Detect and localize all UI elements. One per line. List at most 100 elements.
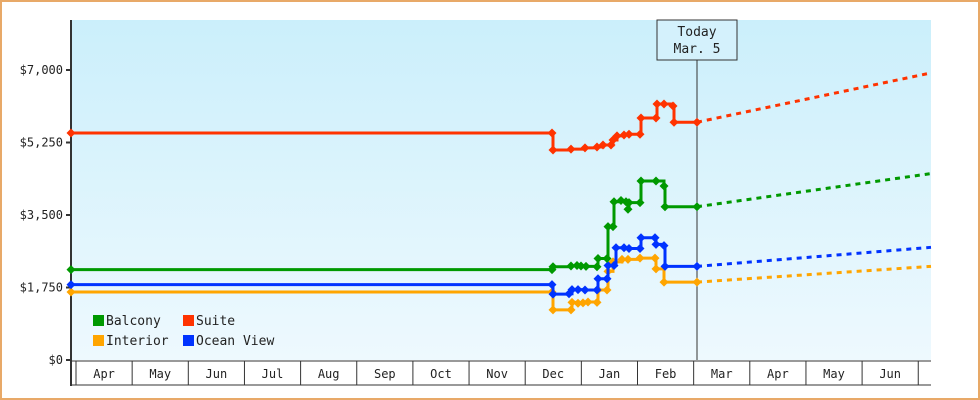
data-point-marker[interactable] xyxy=(602,254,612,263)
data-point-marker[interactable] xyxy=(567,285,577,295)
month-label: Oct xyxy=(430,367,452,381)
data-point-marker[interactable] xyxy=(660,202,670,212)
month-label: Dec xyxy=(542,367,564,381)
data-point-marker[interactable] xyxy=(602,285,612,295)
data-point-marker[interactable] xyxy=(66,280,76,290)
month-label: Jun xyxy=(879,367,901,381)
month-label: Nov xyxy=(486,367,508,381)
data-point-marker[interactable] xyxy=(652,99,662,109)
month-label: Jun xyxy=(206,367,228,381)
data-point-marker[interactable] xyxy=(598,140,608,150)
month-label: Jan xyxy=(599,367,621,381)
y-tick-label: $7,000 xyxy=(20,63,63,77)
data-point-marker[interactable] xyxy=(636,113,646,123)
data-point-marker[interactable] xyxy=(635,129,645,139)
y-axis: $0 $1,750 $3,500 $5,250 $7,000 xyxy=(20,20,72,386)
data-point-marker[interactable] xyxy=(623,204,633,214)
data-point-marker[interactable] xyxy=(623,254,633,264)
series-balcony xyxy=(66,172,932,275)
data-point-marker[interactable] xyxy=(608,222,618,232)
data-point-marker[interactable] xyxy=(651,239,661,249)
data-point-marker[interactable] xyxy=(548,289,558,299)
series-ocean-view xyxy=(66,233,932,299)
data-point-marker[interactable] xyxy=(659,241,669,251)
data-point-marker[interactable] xyxy=(592,297,602,307)
legend-label: Suite xyxy=(196,314,235,329)
x-axis-months: Apr May Jun Jul Aug Sep Oct Nov Dec Jan Feb Mar Apr M… xyxy=(70,360,931,386)
legend-swatch-suite xyxy=(183,315,194,326)
data-point-marker[interactable] xyxy=(603,261,613,271)
y-tick-label: $3,500 xyxy=(20,208,63,222)
month-label: May xyxy=(823,367,845,381)
data-point-marker[interactable] xyxy=(668,101,678,111)
data-point-marker[interactable] xyxy=(573,285,583,295)
month-label: Feb xyxy=(655,367,677,381)
today-label: Today xyxy=(677,25,716,40)
data-point-marker[interactable] xyxy=(635,198,645,208)
data-point-marker[interactable] xyxy=(547,128,557,138)
data-point-marker[interactable] xyxy=(659,181,669,191)
data-point-marker[interactable] xyxy=(66,287,76,297)
data-point-marker[interactable] xyxy=(612,131,622,141)
data-point-marker[interactable] xyxy=(593,254,603,263)
data-point-marker[interactable] xyxy=(660,261,670,271)
month-label: Apr xyxy=(93,367,115,381)
data-point-marker[interactable] xyxy=(593,274,603,284)
data-point-marker[interactable] xyxy=(651,113,661,123)
data-point-marker[interactable] xyxy=(66,128,76,138)
data-point-marker[interactable] xyxy=(635,253,645,263)
month-label: May xyxy=(149,367,171,381)
y-tick-label: $1,750 xyxy=(20,281,63,295)
legend-label: Balcony xyxy=(106,314,161,329)
data-point-marker[interactable] xyxy=(636,176,646,186)
data-point-marker[interactable] xyxy=(650,233,660,243)
data-point-marker[interactable] xyxy=(581,261,591,271)
data-point-marker[interactable] xyxy=(583,297,593,307)
data-point-marker[interactable] xyxy=(548,305,558,315)
data-point-marker[interactable] xyxy=(566,305,576,315)
data-point-marker[interactable] xyxy=(692,202,702,212)
data-point-marker[interactable] xyxy=(651,176,661,186)
data-point-marker[interactable] xyxy=(650,253,660,263)
data-point-marker[interactable] xyxy=(624,198,634,208)
legend-label: Interior xyxy=(106,334,169,349)
data-point-marker[interactable] xyxy=(592,285,602,295)
data-point-marker[interactable] xyxy=(659,277,669,287)
data-point-marker[interactable] xyxy=(651,264,661,274)
series-suite xyxy=(66,71,932,155)
data-point-marker[interactable] xyxy=(603,222,613,232)
today-date: Mar. 5 xyxy=(674,42,721,57)
data-point-marker[interactable] xyxy=(692,261,702,271)
data-point-marker[interactable] xyxy=(592,262,602,272)
data-point-marker[interactable] xyxy=(617,254,627,264)
data-point-marker[interactable] xyxy=(636,233,646,243)
legend-swatch-ocean-view xyxy=(183,335,194,346)
data-point-marker[interactable] xyxy=(66,265,76,275)
data-point-marker[interactable] xyxy=(547,280,557,290)
data-point-marker[interactable] xyxy=(624,129,634,139)
data-point-marker[interactable] xyxy=(573,298,583,308)
data-point-marker[interactable] xyxy=(548,262,558,272)
data-point-marker[interactable] xyxy=(669,117,679,127)
data-point-marker[interactable] xyxy=(566,261,576,271)
data-point-marker[interactable] xyxy=(580,285,590,295)
legend-swatch-balcony xyxy=(93,315,104,326)
month-label: Jul xyxy=(262,367,284,381)
data-point-marker[interactable] xyxy=(692,117,702,127)
data-point-marker[interactable] xyxy=(567,297,577,307)
data-point-marker[interactable] xyxy=(609,261,619,271)
data-point-marker[interactable] xyxy=(624,244,634,254)
data-point-marker[interactable] xyxy=(609,197,619,207)
data-point-marker[interactable] xyxy=(548,145,558,155)
data-point-marker[interactable] xyxy=(566,144,576,154)
data-point-marker[interactable] xyxy=(602,274,612,284)
data-point-marker[interactable] xyxy=(692,277,702,287)
data-point-marker[interactable] xyxy=(635,244,645,254)
legend-swatch-interior xyxy=(93,335,104,346)
data-point-marker[interactable] xyxy=(580,143,590,153)
data-point-marker[interactable] xyxy=(576,261,586,271)
data-point-marker[interactable] xyxy=(611,243,621,253)
month-label: Aug xyxy=(318,367,340,381)
data-point-marker[interactable] xyxy=(659,99,669,109)
